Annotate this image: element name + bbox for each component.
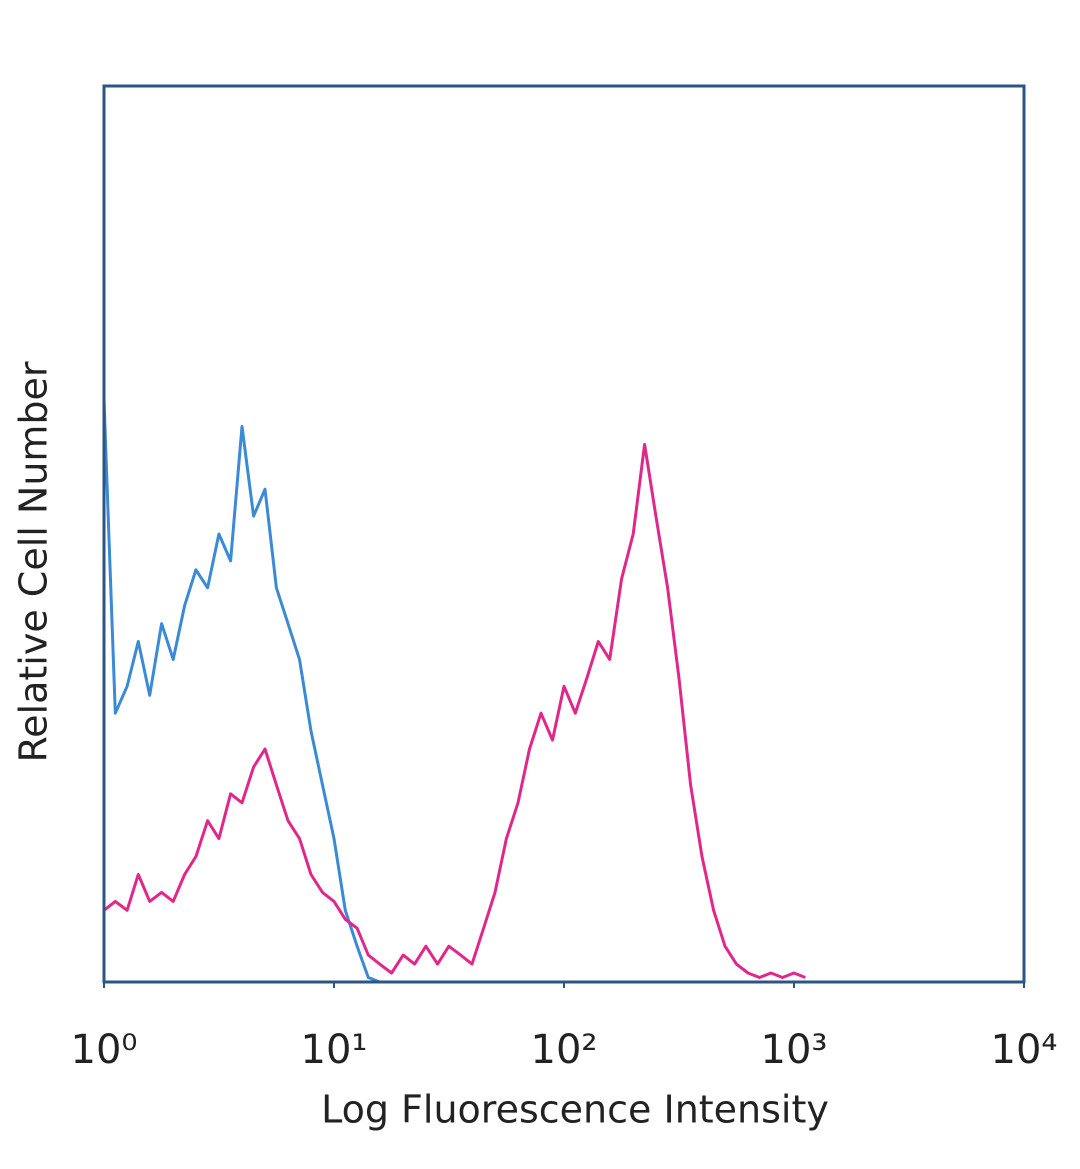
x-tick-label: 10² bbox=[531, 1027, 598, 1073]
x-tick-label: 10⁴ bbox=[991, 1027, 1058, 1073]
histogram-line bbox=[103, 442, 806, 979]
x-tick-label: 10³ bbox=[761, 1027, 828, 1073]
plot-frame bbox=[102, 84, 1026, 984]
x-tick-label: 10¹ bbox=[301, 1027, 368, 1073]
x-tick-label: 10⁰ bbox=[71, 1027, 138, 1073]
x-axis-label: Log Fluorescence Intensity bbox=[321, 1088, 829, 1132]
y-axis-label: Relative Cell Number bbox=[12, 361, 56, 762]
